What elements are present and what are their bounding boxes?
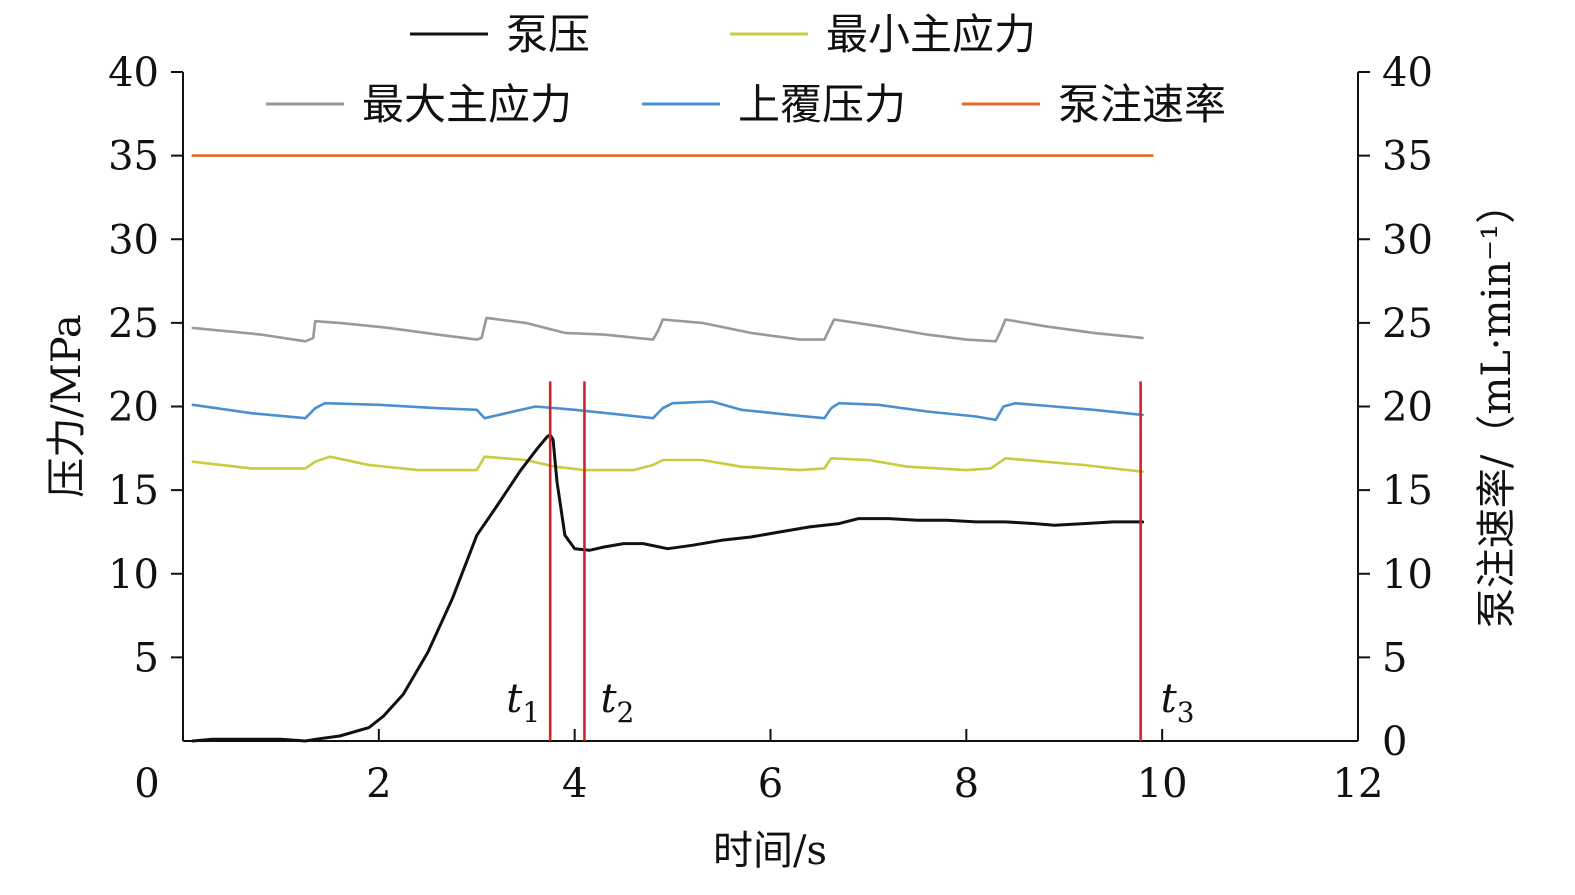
y-left-tick-label: 5 [134,635,159,681]
x-tick-label: 10 [1137,761,1188,807]
series-line [191,455,1144,474]
y-right-tick-label: 35 [1382,134,1433,180]
y-right-tick-label: 5 [1382,635,1407,681]
legend-label: 上覆压力 [738,80,906,129]
y-left-tick-label: 20 [108,385,159,431]
series-lines [191,154,1154,743]
y-right-tick-label: 15 [1382,468,1433,514]
y-right-tick-label: 25 [1382,301,1433,347]
x-axis-title: 时间/s [713,828,827,874]
y-axis-left-title: 压力/MPa [44,314,90,497]
x-tick-label: 8 [954,761,979,807]
event-marker-label: t3 [1161,676,1195,729]
x-tick-label: 6 [758,761,783,807]
y-right-tick-label: 0 [1382,719,1407,765]
legend-label: 最小主应力 [826,10,1036,59]
legend-label: 泵压 [506,10,590,59]
x-tick-label: 4 [562,761,587,807]
y-left-tick-label: 10 [108,552,159,598]
series-line [191,400,1144,422]
y-right-tick-label: 30 [1382,217,1433,263]
event-markers: t1 t2 t3 [506,381,1195,741]
y-axis-right-title: 泵注速率/（mL·min⁻¹） [1474,184,1520,628]
event-marker-label: t1 [506,676,540,729]
y-right-tick-label: 40 [1382,50,1433,96]
y-left-tick-label: 30 [108,217,159,263]
series-line [191,433,1145,743]
x-tick-label: 12 [1333,761,1384,807]
axes: 0 2 4 6 8 10 12 5 10 15 20 25 30 35 40 0 5 10 15 20 25 30 35 40 [108,50,1433,807]
y-left-tick-label: 15 [108,468,159,514]
y-left-tick-label: 35 [108,134,159,180]
y-left-tick-label: 40 [108,50,159,96]
y-right-tick-label: 20 [1382,385,1433,431]
x-tick-label: 2 [366,761,391,807]
y-left-tick-label: 25 [108,301,159,347]
legend-label: 最大主应力 [362,80,572,129]
legend-label: 泵注速率 [1058,80,1226,129]
x-tick-label: 0 [134,761,159,807]
event-marker-label: t2 [600,676,634,729]
y-right-tick-label: 10 [1382,552,1433,598]
series-line [191,316,1144,343]
